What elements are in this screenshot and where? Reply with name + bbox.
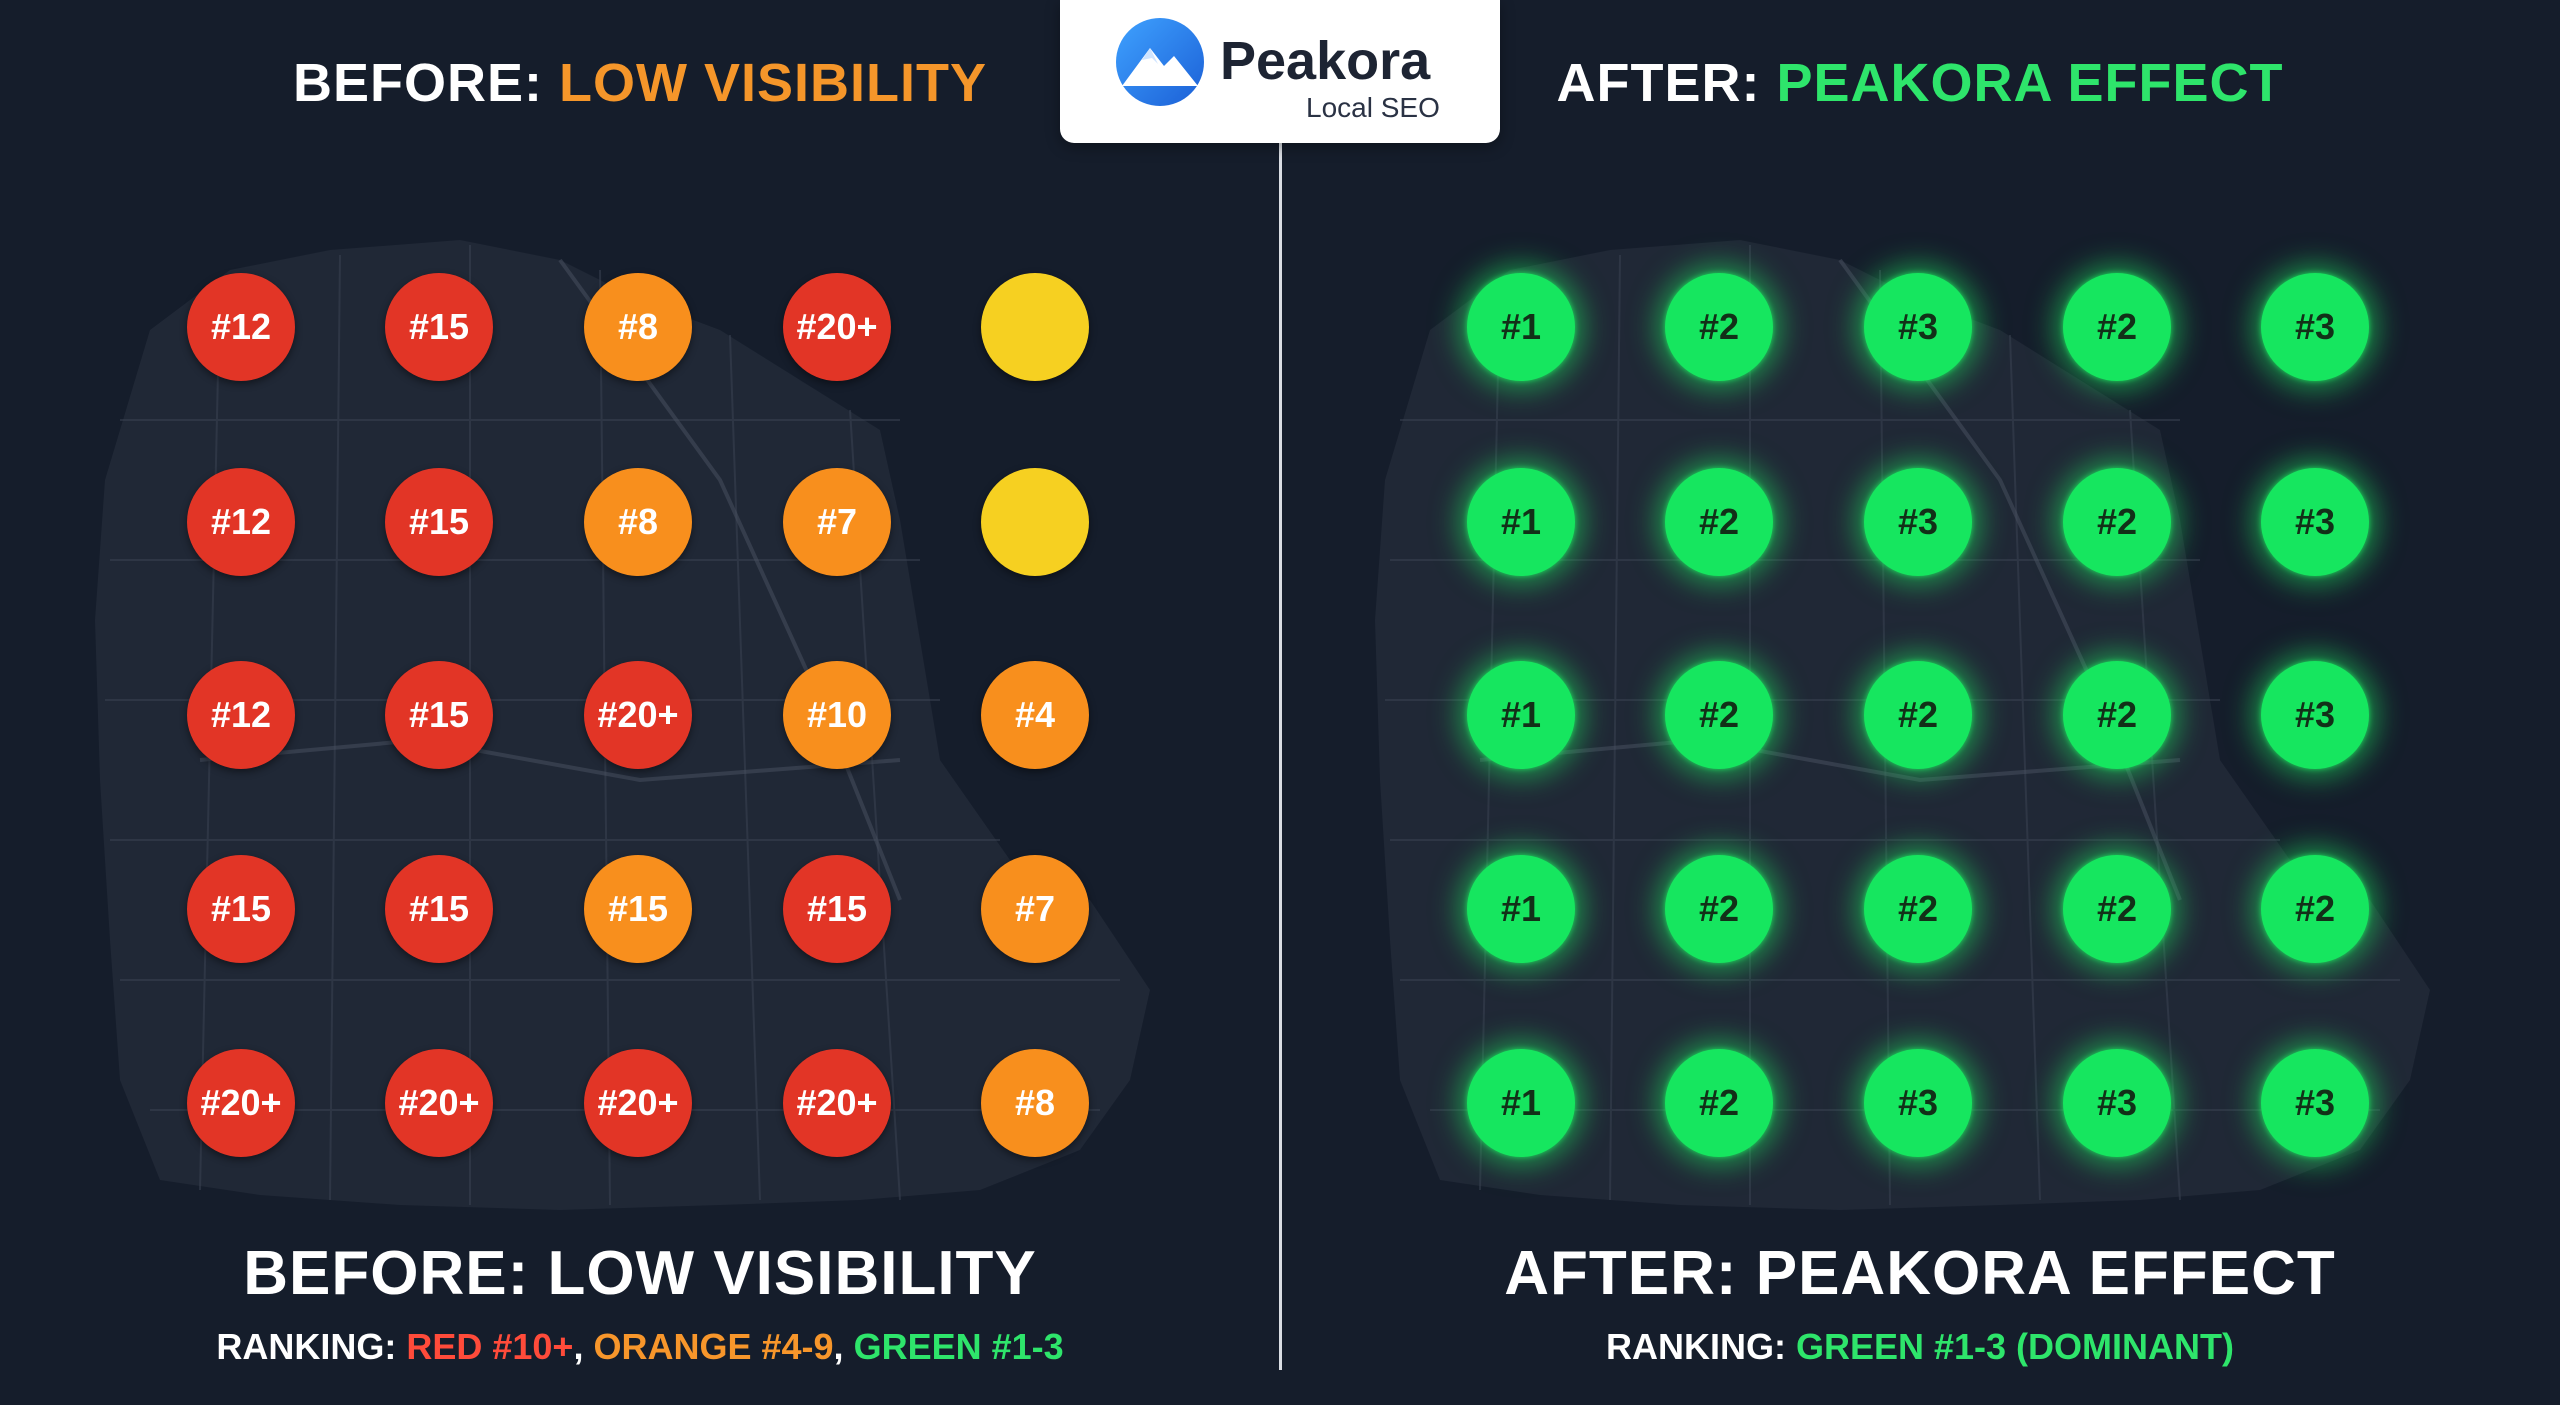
ranking-marker: #8 [584, 273, 692, 381]
ranking-marker: #3 [1864, 273, 1972, 381]
ranking-marker: #2 [1864, 661, 1972, 769]
ranking-marker: #2 [1665, 468, 1773, 576]
ranking-marker: #12 [187, 468, 295, 576]
ranking-marker: #2 [2063, 855, 2171, 963]
after-bottom-title: AFTER: PEAKORA EFFECT [1504, 1239, 2336, 1308]
ranking-marker: #20+ [783, 273, 891, 381]
ranking-marker: #7 [981, 855, 1089, 963]
ranking-green: GREEN #1-3 (DOMINANT) [1795, 1326, 2234, 1367]
ranking-marker: #15 [385, 661, 493, 769]
ranking-marker: #2 [1864, 855, 1972, 963]
ranking-marker: #3 [2261, 1049, 2369, 1157]
ranking-marker: #3 [1864, 468, 1972, 576]
after-panel: AFTER: PEAKORA EFFECT #1 #2 #3 #2 #3 #1 #2 #3 #2… [1280, 0, 2560, 1405]
ranking-marker: #8 [584, 468, 692, 576]
ranking-red: RED #10+ [406, 1326, 574, 1367]
ranking-marker [981, 468, 1089, 576]
ranking-marker: #20+ [187, 1049, 295, 1157]
before-top-title-accent: LOW VISIBILITY [559, 53, 987, 113]
ranking-marker: #12 [187, 273, 295, 381]
ranking-label: RANKING: [216, 1326, 407, 1367]
before-bottom-title: BEFORE: LOW VISIBILITY [243, 1239, 1037, 1308]
ranking-marker [981, 273, 1089, 381]
ranking-marker: #1 [1467, 273, 1575, 381]
ranking-marker: #12 [187, 661, 295, 769]
ranking-label: RANKING: [1605, 1326, 1796, 1367]
before-ranking-grid: #12 #15 #8 #20+ #12 #15 #8 #7 #12 #15 #20+ #10 #4 #15… [0, 0, 1280, 1200]
ranking-marker: #2 [2063, 661, 2171, 769]
ranking-marker: #1 [1467, 855, 1575, 963]
after-top-title-accent: PEAKORA EFFECT [1776, 53, 2284, 113]
ranking-marker: #15 [385, 855, 493, 963]
ranking-green: GREEN #1-3 [853, 1326, 1064, 1367]
ranking-marker: #2 [1665, 855, 1773, 963]
ranking-marker: #3 [2063, 1049, 2171, 1157]
ranking-marker: #2 [1665, 661, 1773, 769]
before-ranking-legend: RANKING: RED #10+, ORANGE #4-9, GREEN #1… [216, 1326, 1064, 1367]
ranking-marker: #8 [981, 1049, 1089, 1157]
ranking-marker: #15 [385, 468, 493, 576]
brand-logo-card: Peakora Local SEO [1060, 0, 1500, 143]
ranking-marker: #3 [2261, 273, 2369, 381]
ranking-marker: #2 [1665, 1049, 1773, 1157]
ranking-marker: #2 [2261, 855, 2369, 963]
panel-divider [1279, 140, 1282, 1370]
ranking-marker: #1 [1467, 1049, 1575, 1157]
ranking-marker: #15 [187, 855, 295, 963]
ranking-marker: #15 [584, 855, 692, 963]
ranking-orange: ORANGE #4-9 [593, 1326, 834, 1367]
ranking-marker: #10 [783, 661, 891, 769]
ranking-marker: #4 [981, 661, 1089, 769]
ranking-marker: #2 [2063, 273, 2171, 381]
ranking-marker: #1 [1467, 661, 1575, 769]
ranking-marker: #7 [783, 468, 891, 576]
after-ranking-legend: RANKING: GREEN #1-3 (DOMINANT) [1280, 1326, 2560, 1368]
ranking-marker: #20+ [385, 1049, 493, 1157]
brand-name: Peakora [1220, 31, 1431, 91]
ranking-marker: #1 [1467, 468, 1575, 576]
ranking-marker: #20+ [584, 661, 692, 769]
ranking-marker: #2 [1665, 273, 1773, 381]
ranking-marker: #15 [783, 855, 891, 963]
ranking-marker: #3 [2261, 661, 2369, 769]
ranking-marker: #20+ [584, 1049, 692, 1157]
brand-subtitle: Local SEO [1306, 92, 1440, 123]
ranking-marker: #15 [385, 273, 493, 381]
before-top-title: BEFORE: LOW VISIBILITY [292, 53, 987, 113]
after-ranking-grid: #1 #2 #3 #2 #3 #1 #2 #3 #2 #3 #1 #2 #2 #2 #3 #1 #2 #2 #2 #2… [1280, 0, 2560, 1200]
ranking-marker: #3 [1864, 1049, 1972, 1157]
after-top-title: AFTER: PEAKORA EFFECT [1556, 53, 2284, 113]
ranking-marker: #3 [2261, 468, 2369, 576]
before-panel: BEFORE: LOW VISIBILITY #12 #15 #8 #20+ #12 #1… [0, 0, 1280, 1367]
mountain-logo-icon [1116, 18, 1204, 106]
ranking-marker: #20+ [783, 1049, 891, 1157]
ranking-marker: #2 [2063, 468, 2171, 576]
